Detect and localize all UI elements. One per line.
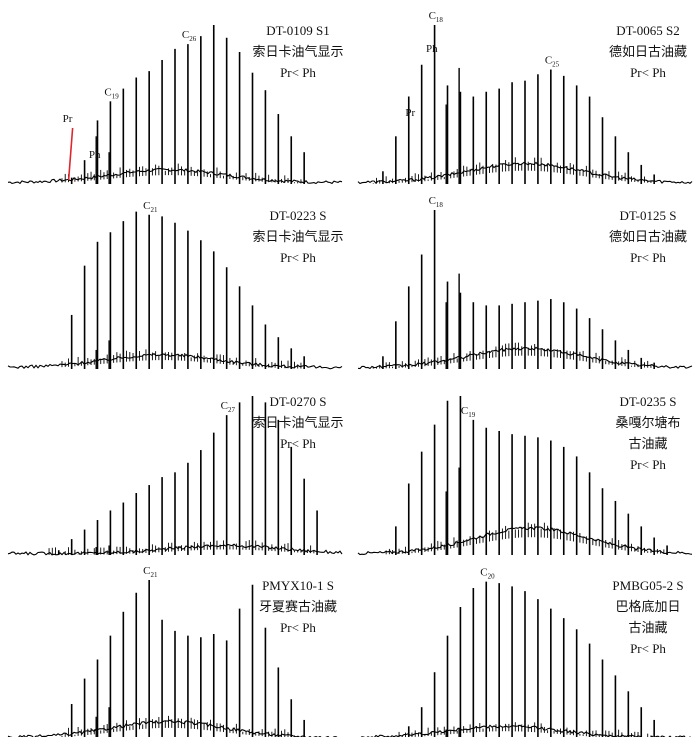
location-label: 巴格底加日	[615, 599, 680, 614]
peak-label: C27	[221, 400, 236, 414]
location-label: 德如日古油藏	[609, 229, 687, 244]
peak-label: C21	[143, 565, 158, 579]
sample-id: DT-0109 S1	[266, 23, 329, 38]
location-label: 牙夏赛古油藏	[259, 599, 337, 614]
chromatogram-panel: C21 DT-0223 S 索日卡油气显示 Pr< Ph	[7, 200, 344, 370]
sample-id: DT-0235 S	[620, 394, 677, 409]
chromatogram-panel: C18 DT-0125 S 德如日古油藏 Pr< Ph	[357, 195, 693, 370]
peak-label: Ph	[426, 43, 438, 55]
peak-label: C20	[480, 567, 495, 581]
pr-ph-ratio: Pr< Ph	[280, 65, 316, 80]
location-label: 索日卡油气显示	[252, 415, 343, 430]
peak-label: C26	[182, 29, 197, 43]
peak-label: Pr	[63, 113, 73, 125]
pr-ph-ratio: Pr< Ph	[280, 620, 316, 635]
sample-id: DT-0065 S2	[616, 23, 679, 38]
chromatogram-panel: C21 PMYX10-1 S 牙夏赛古油藏 Pr< Ph	[7, 565, 338, 737]
location-label: 德如日古油藏	[609, 44, 687, 59]
peak-label: C19	[461, 405, 476, 419]
pr-ph-ratio: Pr< Ph	[280, 436, 316, 451]
sample-id: DT-0223 S	[270, 208, 327, 223]
peak-label: C19	[104, 86, 119, 100]
pristane-marker	[67, 127, 74, 181]
sample-id: PMYX10-1 S	[262, 578, 334, 593]
chromatogram-panel: Pr Ph C19 C26 DT-0109 S1 索日卡油气显示 Pr< Ph	[7, 23, 344, 185]
chromatogram-panel: Pr Ph C18 C25 DT-0065 S2 德如日古油藏 Pr< Ph	[357, 10, 693, 185]
peak-label: Ph	[89, 149, 101, 161]
peak-label: C18	[429, 10, 444, 24]
pr-ph-ratio: Pr< Ph	[630, 65, 666, 80]
pr-ph-ratio: Pr< Ph	[630, 457, 666, 472]
location-label: 索日卡油气显示	[252, 229, 343, 244]
location-label: 古油藏	[628, 620, 667, 635]
location-label: 索日卡油气显示	[252, 44, 343, 59]
peak-label: C18	[429, 195, 444, 209]
peak-label: C25	[545, 55, 560, 69]
location-label: 古油藏	[628, 436, 667, 451]
pr-ph-ratio: Pr< Ph	[280, 250, 316, 265]
pr-ph-ratio: Pr< Ph	[630, 250, 666, 265]
sample-id: DT-0270 S	[270, 394, 327, 409]
sample-id: PMBG05-2 S	[612, 578, 683, 593]
peak-label: C21	[143, 200, 158, 214]
pr-ph-ratio: Pr< Ph	[630, 641, 666, 656]
sample-id: DT-0125 S	[620, 208, 677, 223]
peak-label: Pr	[405, 107, 415, 119]
chromatogram-panel: C27 DT-0270 S 索日卡油气显示 Pr< Ph	[7, 394, 344, 556]
location-label: 桑嘎尔塘布	[615, 415, 680, 430]
